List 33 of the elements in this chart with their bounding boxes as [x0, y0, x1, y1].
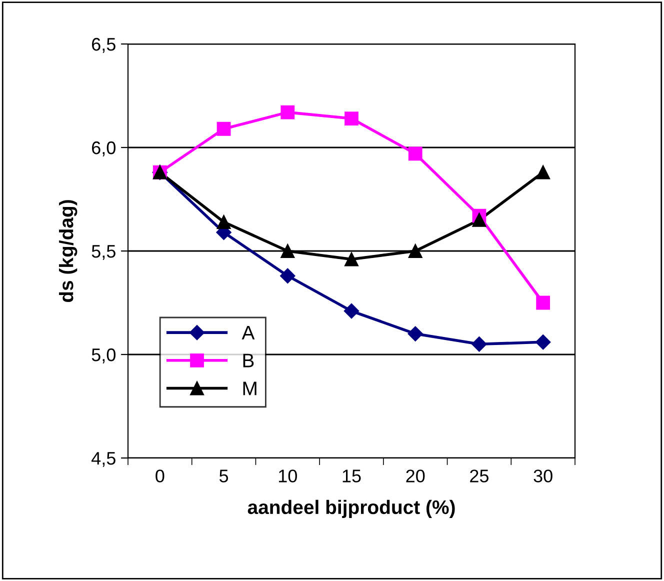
x-tick-label: 5	[219, 470, 228, 482]
legend-label: B	[243, 354, 254, 368]
point	[408, 244, 422, 258]
point	[280, 244, 295, 258]
point	[216, 122, 231, 136]
legend-label: M	[243, 382, 256, 396]
x-tick-label: 20	[406, 470, 425, 482]
y-tick-label: 4,5	[92, 452, 116, 467]
x-tick-label: 15	[342, 470, 361, 482]
point	[280, 268, 296, 284]
point	[280, 105, 295, 120]
y-axis-title: ds (kg/dag)	[58, 200, 78, 302]
point	[472, 213, 486, 227]
point	[536, 165, 550, 180]
legend-label: A	[242, 326, 255, 340]
x-tick-label: 0	[156, 470, 164, 482]
point	[472, 336, 487, 352]
point	[408, 146, 422, 161]
point	[408, 326, 423, 342]
y-tick-label: 5,0	[92, 348, 116, 364]
point	[344, 303, 360, 319]
y-tick-label: 5,5	[92, 245, 116, 260]
y-tick-label: 6,5	[92, 38, 116, 53]
x-axis-title: aandeel bijproduct (%)	[248, 500, 455, 518]
point	[216, 215, 231, 229]
point	[536, 296, 550, 310]
x-tick-label: 25	[470, 470, 488, 482]
point	[344, 112, 358, 126]
point	[536, 334, 551, 350]
x-tick-label: 30	[534, 470, 552, 482]
y-tick-label: 6,0	[92, 141, 116, 156]
point	[344, 252, 358, 266]
x-tick-label: 10	[278, 470, 297, 482]
